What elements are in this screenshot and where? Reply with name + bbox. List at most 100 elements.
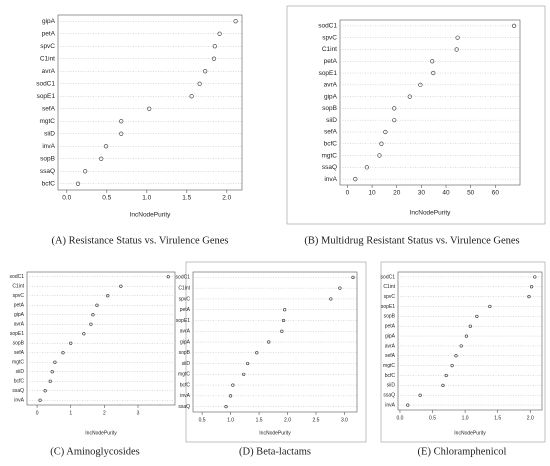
x-tick-label: 0	[346, 190, 350, 197]
panel-frame	[380, 261, 546, 443]
dot	[527, 295, 531, 299]
dot	[529, 285, 534, 289]
x-tick-label: 0.5	[102, 195, 111, 202]
x-tick-label: 2.0	[284, 417, 291, 423]
plot-area	[26, 271, 176, 406]
caption: (C) Aminoglycosides	[50, 446, 140, 457]
category-label: invA	[385, 402, 395, 408]
dot	[50, 370, 54, 374]
category-label: sodC1	[10, 274, 25, 280]
dot	[280, 329, 284, 333]
dot	[407, 94, 412, 99]
caption: (D) Beta-lactams	[239, 446, 311, 457]
category-label: siiD	[182, 361, 191, 367]
category-label: spvC	[13, 293, 25, 299]
dot	[83, 169, 88, 174]
dot	[450, 364, 454, 368]
category-label: petA	[42, 30, 56, 37]
x-tick-label: 30	[418, 190, 426, 197]
x-tick-label: 2.5	[313, 417, 320, 423]
category-label: spvC	[384, 294, 396, 300]
dot	[203, 69, 208, 74]
x-tick-label: 10	[368, 190, 376, 197]
x-tick-label: 1	[69, 410, 72, 416]
dot	[431, 70, 436, 76]
dot	[147, 106, 152, 111]
dot	[61, 351, 65, 355]
category-label: bcfC	[324, 140, 338, 147]
category-label: sopE1	[37, 93, 56, 100]
dot	[441, 383, 445, 387]
dot	[217, 31, 222, 36]
category-label: sefA	[42, 105, 56, 112]
category-label: avrA	[385, 343, 396, 349]
dot	[383, 129, 388, 135]
dot	[283, 308, 287, 312]
x-tick-label: 60	[492, 190, 500, 197]
x-tick-label: 50	[467, 190, 475, 197]
dot	[267, 340, 271, 344]
category-label: bcfC	[42, 180, 56, 187]
category-label: sefA	[385, 353, 396, 359]
dot	[488, 304, 492, 309]
dot	[475, 314, 479, 318]
category-label: spvC	[40, 43, 55, 50]
dot	[392, 106, 397, 111]
dot	[246, 361, 250, 366]
x-tick-label: 0	[36, 410, 39, 416]
dot	[459, 344, 463, 348]
dot	[89, 322, 93, 326]
category-label: C1int	[12, 284, 24, 290]
category-label: mgtC	[12, 360, 24, 366]
x-tick-label: 0.0	[396, 415, 403, 421]
x-tick-label: 3.0	[341, 417, 348, 423]
x-tick-label: 3	[137, 410, 140, 416]
caption: (A) Resistance Status vs. Virulence Gene…	[51, 235, 228, 246]
category-label: bcfC	[14, 379, 25, 385]
x-tick-label: 1.5	[182, 195, 191, 202]
x-axis-label: IncNodePurity	[410, 210, 452, 217]
dot	[338, 286, 342, 290]
x-tick-label: 1.5	[494, 415, 501, 421]
plot-area	[57, 14, 243, 191]
category-label: sopB	[384, 314, 396, 320]
dot	[455, 35, 460, 40]
category-label: sefA	[324, 129, 338, 136]
dot	[103, 144, 109, 149]
category-label: gipA	[42, 18, 56, 25]
x-tick-label: 2.0	[222, 195, 231, 202]
category-label: sefA	[14, 350, 25, 356]
dot	[95, 303, 99, 307]
category-label: gipA	[324, 93, 338, 100]
dot	[119, 131, 124, 136]
category-label: sodC1	[381, 274, 396, 280]
dot	[329, 297, 333, 301]
category-label: siiD	[44, 130, 55, 137]
caption: (E) Chloramphenicol	[418, 446, 507, 457]
category-label: ssaQ	[12, 388, 24, 394]
dot	[228, 394, 233, 398]
x-tick-label: 1.0	[142, 195, 151, 202]
dot	[464, 334, 469, 338]
category-label: sopE1	[319, 70, 338, 77]
category-label: invA	[180, 393, 190, 399]
category-label: petA	[385, 324, 396, 330]
dot	[38, 398, 42, 402]
x-tick-label: 1.5	[256, 417, 263, 423]
dot	[392, 118, 397, 123]
dot	[91, 313, 95, 317]
category-label: siiD	[387, 383, 396, 389]
category-label: C1int	[178, 285, 190, 291]
category-label: mgtC	[178, 372, 190, 378]
dot	[379, 141, 384, 146]
category-label: invA	[324, 176, 337, 183]
dot	[377, 153, 382, 158]
category-label: avrA	[324, 82, 338, 89]
category-label: ssaQ	[383, 393, 395, 399]
x-tick-label: 0.5	[429, 415, 436, 421]
plot-area	[339, 19, 521, 186]
x-tick-label: 0.5	[199, 417, 206, 423]
dot	[106, 294, 110, 298]
